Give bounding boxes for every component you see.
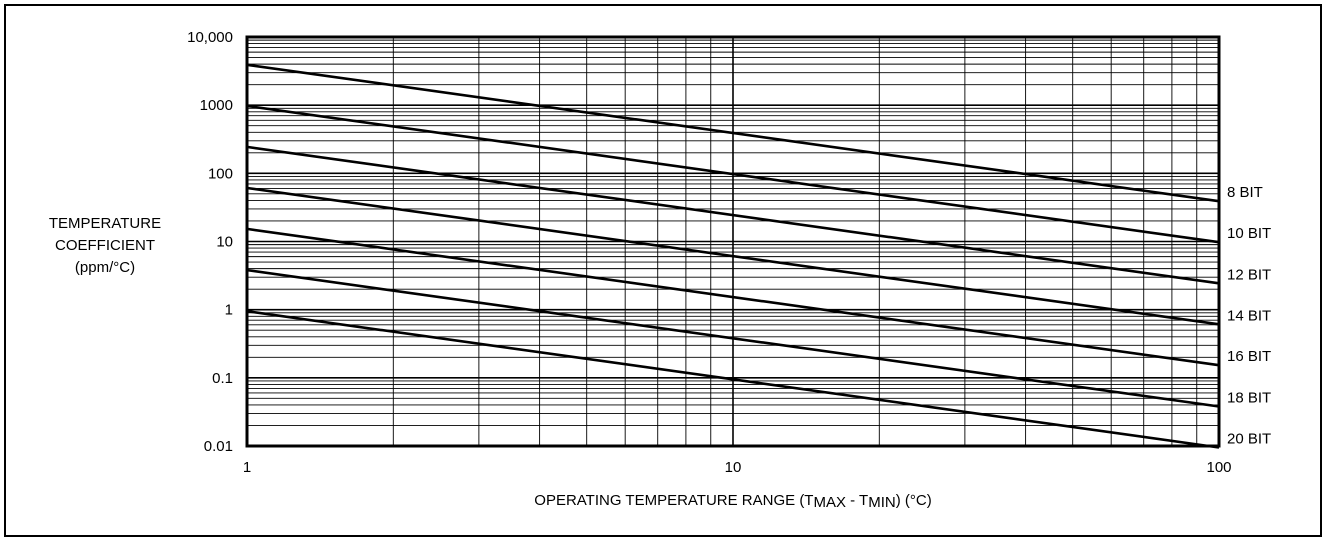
series-line-8-bit <box>246 63 1220 203</box>
y-axis-label-line-3: (ppm/°C) <box>74 259 136 276</box>
series-label-10-bit: 10 BIT <box>1227 225 1271 242</box>
plot-border <box>245 35 1221 448</box>
x-tick-label: 10 <box>725 459 742 476</box>
series-label-16-bit: 16 BIT <box>1227 348 1271 365</box>
x-axis-label-a: OPERATING TEMPERATURE RANGE (T <box>534 492 814 509</box>
y-tick-label: 1 <box>225 302 233 319</box>
x-axis-label-sub-min: MIN <box>868 494 896 511</box>
series-line-10-bit <box>246 104 1220 244</box>
y-tick-label: 10,000 <box>187 29 233 46</box>
x-tick-labels: 1 10 100 <box>243 459 1232 476</box>
series-label-8-bit: 8 BIT <box>1227 184 1263 201</box>
series-label-18-bit: 18 BIT <box>1227 389 1271 406</box>
series-line-18-bit <box>246 268 1220 408</box>
series-line-16-bit <box>246 227 1220 367</box>
chart-frame <box>4 4 1322 537</box>
x-axis-label-c: ) (°C) <box>895 492 932 509</box>
x-axis-label-sub-max: MAX <box>813 494 846 511</box>
y-tick-label: 10 <box>216 234 233 251</box>
y-tick-labels: 10,000 1000 100 10 1 0.1 0.01 <box>187 29 233 455</box>
y-tick-label: 0.01 <box>204 438 233 455</box>
x-tick-label: 100 <box>1206 459 1231 476</box>
grid <box>247 37 1219 446</box>
series-line-20-bit <box>246 309 1220 449</box>
series-labels: 8 BIT 10 BIT 12 BIT 14 BIT 16 BIT 18 BIT 20 BI… <box>1227 184 1271 447</box>
series-label-12-bit: 12 BIT <box>1227 266 1271 283</box>
y-axis-label: TEMPERATURE COEFFICIENT (ppm/°C) <box>20 213 190 279</box>
y-tick-label: 1000 <box>200 97 233 114</box>
x-tick-label: 1 <box>243 459 251 476</box>
x-axis-label-b: - T <box>846 492 869 509</box>
y-axis-label-line-1: TEMPERATURE <box>48 215 162 232</box>
series-line-14-bit <box>246 186 1220 326</box>
y-tick-label: 0.1 <box>212 370 233 387</box>
y-tick-label: 100 <box>208 165 233 182</box>
series-label-20-bit: 20 BIT <box>1227 431 1271 448</box>
y-axis-label-line-2: COEFFICIENT <box>55 237 155 254</box>
series-lines <box>246 63 1220 449</box>
series-label-14-bit: 14 BIT <box>1227 307 1271 324</box>
series-line-12-bit <box>246 145 1220 285</box>
x-axis-label: OPERATING TEMPERATURE RANGE (TMAX - TMIN… <box>247 492 1219 511</box>
